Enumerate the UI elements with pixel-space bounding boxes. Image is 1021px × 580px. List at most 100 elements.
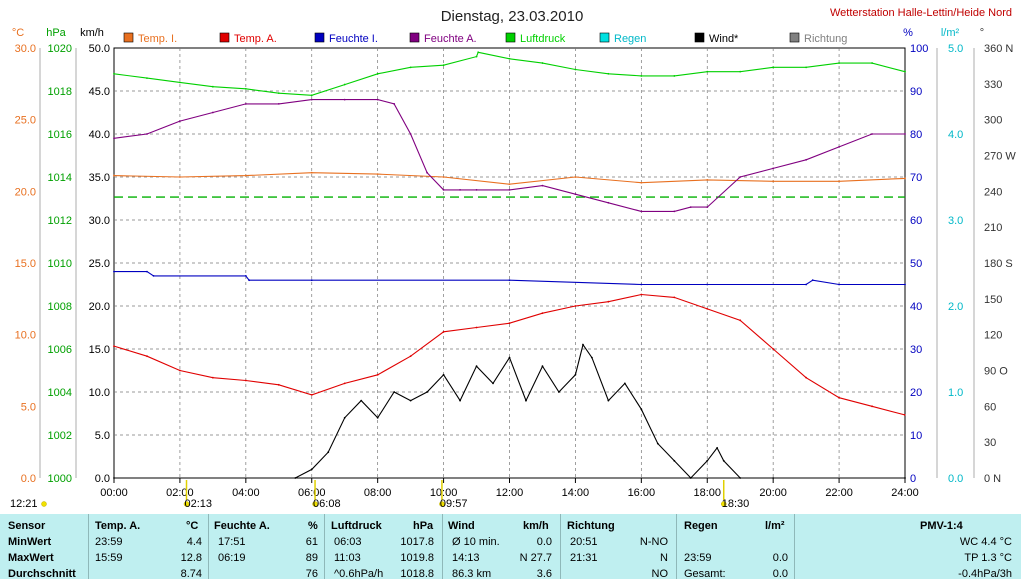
stats-header-press-unit: hPa [413, 520, 434, 532]
data-point [244, 103, 247, 105]
stats-header-rain-unit: l/m² [765, 520, 785, 532]
stat-pmv: WC 4.4 °C [959, 536, 1012, 548]
data-point [903, 414, 906, 416]
stat-pmv: -0.4hPa/3h [958, 568, 1012, 580]
data-point [623, 382, 626, 385]
data-point [310, 393, 313, 396]
data-point [508, 189, 511, 191]
legend-swatch [409, 32, 420, 43]
data-point [376, 173, 379, 176]
direction-tick-label: 360 N [984, 43, 1013, 55]
data-point [574, 68, 577, 71]
data-point [558, 391, 560, 393]
stat-rain-time: 23:59 [684, 552, 712, 564]
data-point [640, 293, 643, 296]
data-point [376, 72, 379, 75]
data-point [772, 167, 775, 170]
data-point [475, 55, 478, 58]
direction-tick-label: 150 [984, 294, 1002, 306]
wind-tick-label: 35.0 [89, 172, 110, 184]
data-point [244, 174, 247, 177]
temp-tick-label: 20.0 [15, 186, 36, 198]
marker-dot [720, 501, 727, 507]
data-point [442, 176, 445, 178]
data-point [673, 75, 676, 77]
stats-header-pmv: PMV-1:4 [920, 520, 963, 532]
data-point [689, 477, 692, 479]
temp-tick-label: 15.0 [15, 258, 36, 270]
data-point [640, 408, 643, 411]
marker-time: 12:21 [10, 498, 38, 510]
direction-tick-label: 240 [984, 186, 1002, 198]
humidity-tick-label: 20 [910, 387, 922, 399]
stats-header-temp: Temp. A. [95, 520, 141, 532]
wind-tick-label: 10.0 [89, 387, 110, 399]
stat-label: MaxWert [8, 552, 54, 564]
humidity-unit-label: % [903, 27, 913, 39]
data-point [640, 210, 643, 213]
stats-header-hum: Feuchte A. [214, 520, 270, 532]
legend-label: Feuchte A. [424, 33, 477, 45]
data-point [640, 181, 643, 184]
series-lines [113, 51, 906, 479]
data-point [146, 270, 148, 273]
legend-label: Regen [614, 33, 646, 45]
data-point [805, 376, 808, 379]
station-name: Wetterstation Halle-Lettin/Heide Nord [830, 7, 1012, 19]
data-point [772, 66, 775, 69]
legend: Temp. I. Temp. A. Feuchte I. Feuchte A. Luft… [123, 32, 847, 45]
data-point [376, 98, 379, 101]
data-point [706, 307, 709, 310]
data-point [211, 85, 214, 88]
data-point [706, 283, 709, 286]
data-point [244, 87, 247, 90]
direction-tick-label: 210 [984, 222, 1002, 234]
data-point [277, 383, 280, 386]
data-point [113, 345, 115, 348]
data-point [739, 319, 742, 322]
temp-unit-label: °C [12, 27, 24, 39]
rain-unit-label: l/m² [941, 27, 960, 39]
direction-tick-label: 300 [984, 115, 1002, 127]
direction-tick-label: 60 [984, 401, 996, 413]
data-point [772, 477, 775, 479]
legend-swatch [314, 32, 325, 43]
data-point [343, 416, 346, 419]
data-point [673, 459, 676, 462]
legend-swatch [599, 32, 610, 43]
pressure-tick-label: 1006 [48, 344, 72, 356]
data-point [211, 111, 214, 114]
data-point [838, 62, 840, 64]
data-point [113, 270, 115, 273]
wind-tick-label: 20.0 [89, 301, 110, 313]
data-point [113, 174, 115, 177]
direction-tick-label: 120 [984, 330, 1002, 342]
stat-hum-time: 06:19 [218, 552, 246, 564]
data-point [706, 459, 709, 462]
marker-dot [41, 501, 47, 507]
stats-header-hum-unit: % [308, 520, 318, 532]
data-point [152, 275, 155, 277]
data-point [805, 283, 808, 286]
data-point [656, 442, 659, 445]
data-point [244, 379, 247, 382]
data-point [244, 275, 247, 277]
rain-tick-label: 4.0 [948, 129, 963, 141]
data-point [277, 103, 280, 105]
temp-tick-label: 10.0 [15, 330, 36, 342]
legend-label: Feuchte I. [329, 33, 378, 45]
x-tick-label: 14:00 [562, 487, 590, 499]
wind-tick-label: 15.0 [89, 344, 110, 356]
marker-dot [312, 501, 318, 507]
temp-tick-label: 30.0 [15, 43, 36, 55]
data-point [904, 177, 906, 180]
data-point [442, 373, 445, 376]
pressure-tick-label: 1014 [48, 172, 72, 184]
rain-tick-label: 0.0 [948, 473, 963, 485]
data-point [179, 120, 181, 122]
stat-press: 1018.8 [400, 568, 434, 580]
data-point [805, 66, 808, 69]
x-tick-label: 12:00 [496, 487, 524, 499]
rain-tick-label: 1.0 [948, 387, 963, 399]
stat-rain-time: Gesamt: [684, 568, 726, 580]
